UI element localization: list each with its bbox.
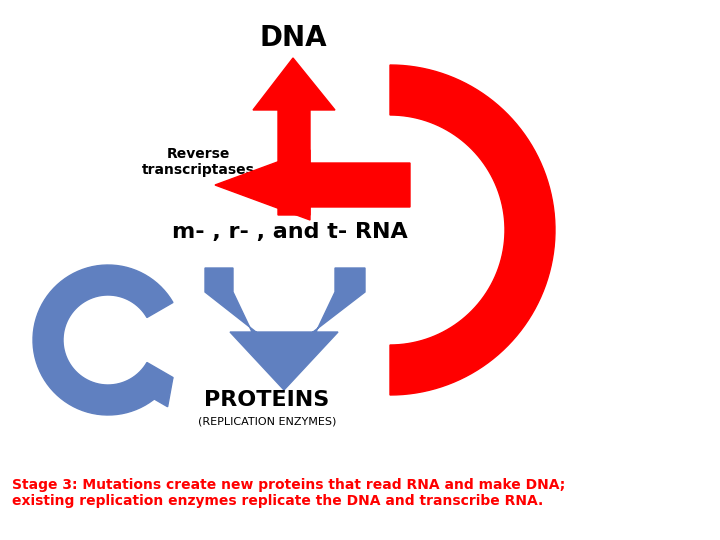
Text: m- , r- , and t- RNA: m- , r- , and t- RNA bbox=[172, 222, 408, 242]
Polygon shape bbox=[150, 377, 173, 407]
Polygon shape bbox=[215, 150, 410, 220]
Polygon shape bbox=[253, 58, 335, 215]
Text: (REPLICATION ENZYMES): (REPLICATION ENZYMES) bbox=[198, 417, 336, 427]
Text: Reverse
transcriptases: Reverse transcriptases bbox=[142, 147, 254, 177]
Polygon shape bbox=[205, 268, 365, 390]
Text: DNA: DNA bbox=[259, 24, 327, 52]
Polygon shape bbox=[33, 265, 173, 415]
Polygon shape bbox=[390, 65, 555, 395]
Text: Stage 3: Mutations create new proteins that read RNA and make DNA;
existing repl: Stage 3: Mutations create new proteins t… bbox=[12, 478, 565, 508]
Text: PROTEINS: PROTEINS bbox=[204, 390, 330, 410]
